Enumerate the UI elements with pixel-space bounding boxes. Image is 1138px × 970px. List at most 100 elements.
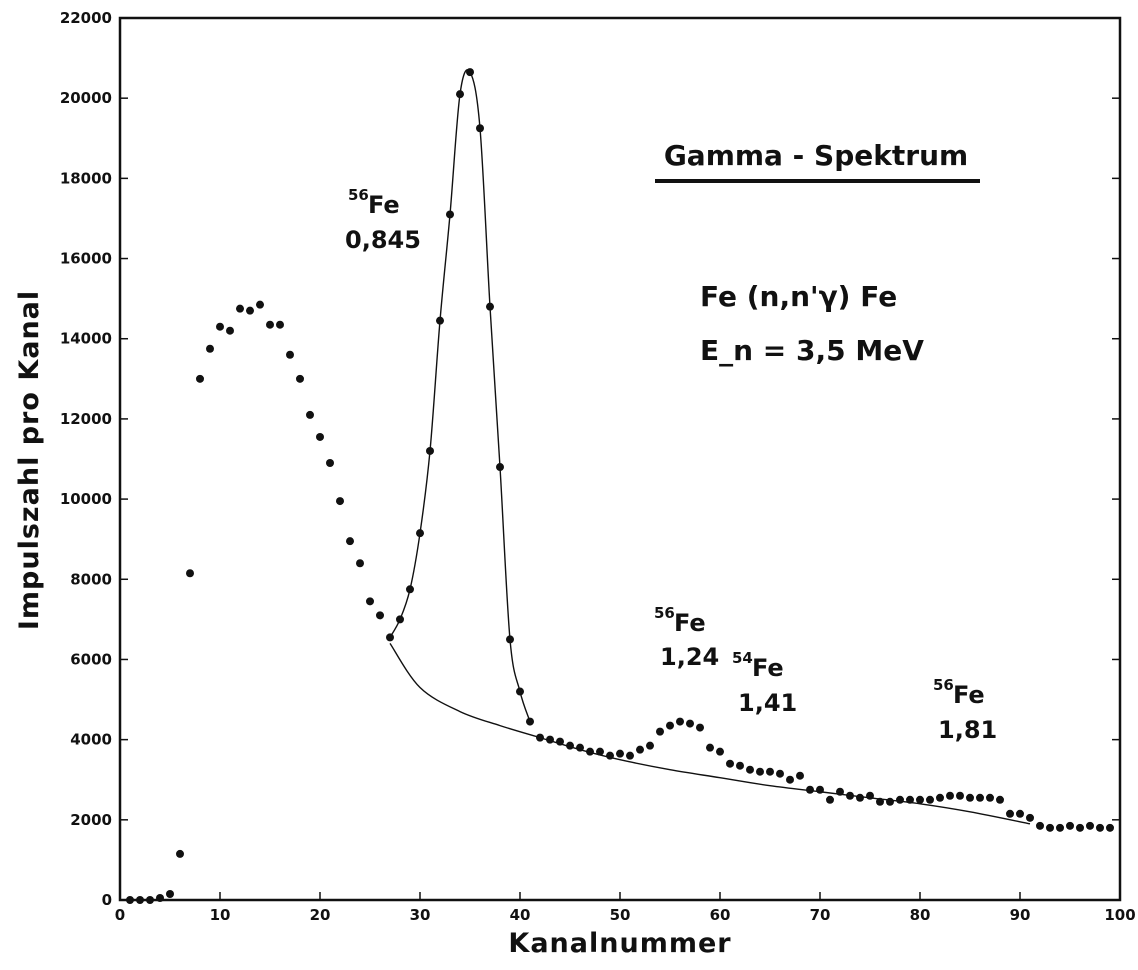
peak-element: Fe	[674, 609, 706, 637]
data-point	[136, 896, 144, 904]
data-point	[706, 743, 714, 752]
background-curve	[389, 643, 1031, 825]
peak-annotation-3: 54 Fe 1,41	[732, 649, 797, 717]
data-point	[176, 849, 184, 858]
data-point	[746, 765, 754, 774]
data-point	[556, 737, 564, 746]
data-point	[146, 896, 154, 904]
y-tick-label: 6000	[70, 650, 112, 668]
data-point	[716, 747, 724, 756]
data-point	[786, 775, 794, 784]
x-axis-label: Kanalnummer	[508, 928, 731, 959]
y-tick-label: 8000	[70, 570, 112, 588]
data-point	[676, 717, 684, 726]
data-point	[516, 687, 524, 696]
data-point	[1036, 821, 1044, 830]
fit-curves	[389, 69, 1031, 825]
data-point	[606, 751, 614, 760]
data-point	[416, 529, 424, 538]
data-point	[296, 374, 304, 383]
data-point	[616, 749, 624, 758]
y-axis-label: Impulszahl pro Kanal	[14, 290, 45, 630]
data-point	[736, 761, 744, 770]
data-point	[766, 767, 774, 776]
data-point	[476, 124, 484, 133]
data-point	[906, 795, 914, 804]
x-tick-label: 10	[210, 906, 231, 924]
x-tick-label: 100	[1104, 906, 1135, 924]
y-tick-label: 18000	[60, 169, 112, 187]
data-point	[166, 889, 174, 898]
data-point	[186, 569, 194, 578]
data-point	[776, 769, 784, 778]
data-point	[1066, 821, 1074, 830]
data-point	[966, 793, 974, 802]
data-point	[496, 463, 504, 472]
data-point	[1056, 823, 1064, 832]
data-point	[1106, 823, 1114, 832]
data-point	[896, 795, 904, 804]
data-point	[1096, 823, 1104, 832]
peak-isotope: 56	[348, 186, 369, 204]
peak-energy: 1,24	[660, 643, 719, 671]
data-point	[396, 615, 404, 624]
x-tick-label: 60	[710, 906, 731, 924]
y-tick-label: 12000	[60, 410, 112, 428]
data-point	[276, 320, 284, 329]
peak-isotope: 56	[654, 604, 675, 622]
data-point	[256, 300, 264, 309]
peak-energy: 1,41	[738, 689, 797, 717]
peak-isotope: 56	[933, 676, 954, 694]
data-point	[656, 727, 664, 736]
data-points	[126, 68, 1114, 904]
data-point	[916, 795, 924, 804]
plot-frame	[118, 16, 1122, 902]
data-point	[366, 597, 374, 606]
data-point	[726, 759, 734, 768]
x-tick-label: 70	[810, 906, 831, 924]
data-point	[536, 733, 544, 742]
data-point	[406, 585, 414, 594]
peak-element: Fe	[953, 681, 985, 709]
y-tick-label: 14000	[60, 330, 112, 348]
data-point	[1086, 821, 1094, 830]
data-point	[846, 791, 854, 800]
data-point	[646, 741, 654, 750]
data-point	[1006, 809, 1014, 818]
data-point	[446, 210, 454, 219]
data-point	[636, 745, 644, 754]
data-point	[336, 497, 344, 506]
peak-annotation-2: 56 Fe 1,24	[654, 604, 719, 671]
data-point	[486, 302, 494, 311]
peak-curve	[389, 69, 531, 722]
data-point	[936, 793, 944, 802]
data-point	[196, 374, 204, 383]
x-tick-label: 20	[310, 906, 331, 924]
x-tick-label: 80	[910, 906, 931, 924]
data-point	[546, 735, 554, 744]
data-point	[456, 90, 464, 99]
data-point	[126, 896, 134, 904]
data-point	[306, 410, 314, 419]
x-tick-label: 30	[410, 906, 431, 924]
y-tick-label: 2000	[70, 811, 112, 829]
data-point	[806, 785, 814, 794]
data-point	[816, 785, 824, 794]
y-tick-label: 16000	[60, 250, 112, 268]
energy-label: E_n = 3,5 MeV	[700, 334, 924, 367]
data-point	[326, 459, 334, 468]
peak-isotope: 54	[732, 649, 753, 667]
data-point	[576, 743, 584, 752]
y-tick-label: 20000	[60, 89, 112, 107]
data-point	[986, 793, 994, 802]
chart-title: Gamma - Spektrum	[664, 139, 968, 172]
data-point	[266, 320, 274, 329]
y-tick-label: 10000	[60, 490, 112, 508]
data-point	[466, 68, 474, 77]
data-point	[226, 326, 234, 335]
peak-annotation-4: 56 Fe 1,81	[933, 676, 997, 744]
data-point	[796, 771, 804, 780]
data-point	[346, 537, 354, 546]
reaction-label: Fe (n,n'γ) Fe	[700, 280, 897, 313]
data-point	[756, 767, 764, 776]
